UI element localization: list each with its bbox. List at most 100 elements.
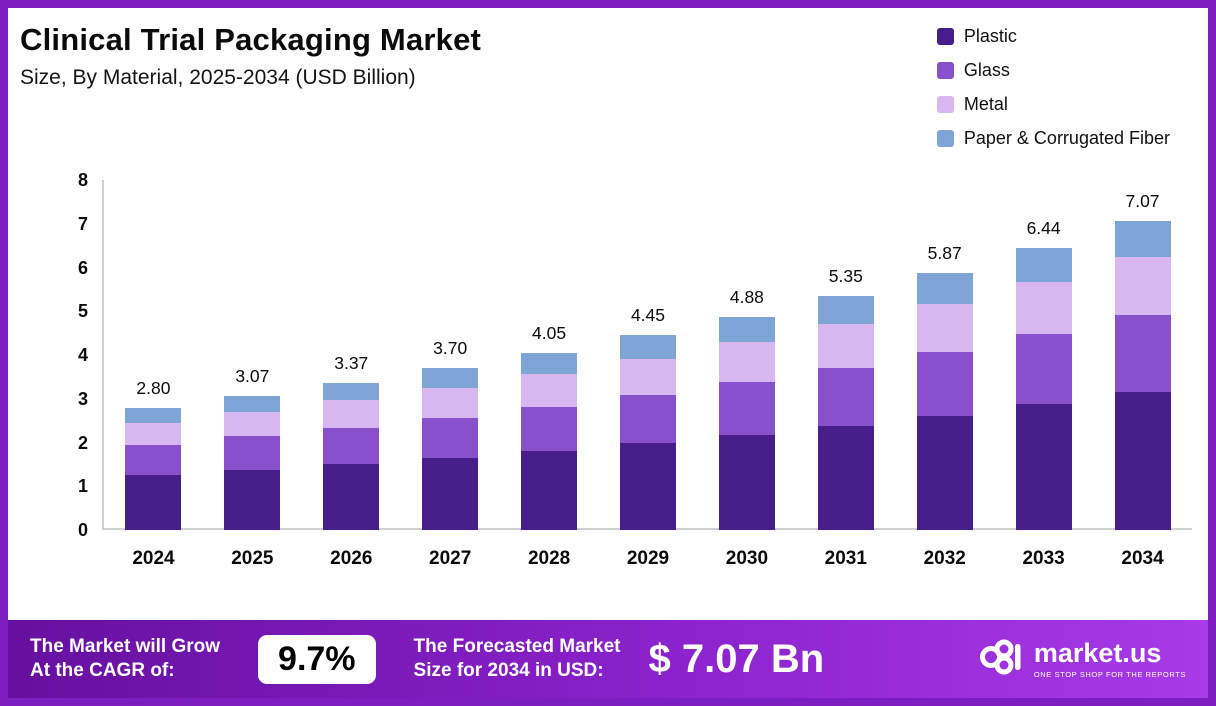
legend-swatch-icon — [936, 28, 954, 45]
bar-total-label: 5.35 — [828, 265, 863, 286]
y-axis-tick: 2 — [77, 432, 88, 453]
bar-column: 5.87 — [895, 180, 994, 530]
bar-segment-glass — [619, 394, 676, 444]
stacked-bar — [323, 382, 380, 530]
bar-column: 4.88 — [697, 180, 796, 530]
bar-segment-plastic — [422, 457, 479, 530]
stacked-bar-chart: 0 1 2 3 4 5 6 7 8 2.80 3.07 3.37 3.70 4.05 4.45 4.88 5.… — [24, 170, 1192, 570]
stacked-bar — [817, 295, 874, 530]
cagr-value: 9.7% — [278, 639, 356, 678]
bar-segment-plastic — [916, 415, 973, 530]
legend-label: Plastic — [963, 26, 1017, 46]
stacked-bar — [619, 335, 676, 530]
stacked-bar — [1114, 220, 1171, 530]
bar-segment-plastic — [619, 443, 676, 530]
bar-segment-glass — [916, 351, 973, 416]
bar-segment-plastic — [224, 470, 281, 530]
title-regular: Market — [371, 22, 482, 57]
bar-total-label: 3.07 — [235, 365, 270, 386]
legend-swatch-icon — [936, 96, 954, 113]
forecast-label: The Forecasted Market Size for 2034 in U… — [414, 635, 621, 683]
cagr-label-line1: The Market will Grow — [30, 636, 221, 658]
bar-segment-glass — [521, 407, 578, 452]
bar-segment-metal — [323, 400, 380, 428]
x-axis-label: 2026 — [330, 548, 373, 569]
forecast-label-line2: Size for 2034 in USD: — [413, 660, 604, 681]
bar-segment-metal — [619, 358, 676, 395]
y-axis: 0 1 2 3 4 5 6 7 8 — [24, 170, 102, 540]
bar-column: 3.07 — [203, 180, 302, 530]
bar-segment-metal — [125, 422, 182, 445]
y-axis-tick: 4 — [77, 345, 88, 365]
bar-segment-glass — [323, 427, 380, 465]
y-axis-tick: 3 — [77, 388, 88, 409]
x-axis-label: 2032 — [923, 548, 966, 569]
bar-total-label: 4.05 — [532, 322, 567, 343]
bar-column: 6.44 — [994, 180, 1093, 530]
brand-name: market.us — [1033, 637, 1162, 668]
bar-segment-metal — [1114, 257, 1171, 315]
x-axis-label: 2034 — [1121, 548, 1164, 569]
bar-segment-glass — [718, 381, 775, 436]
legend-label: Paper & Corrugated Fiber — [963, 128, 1170, 148]
bar-total-label: 2.80 — [136, 377, 171, 398]
stacked-bar — [718, 316, 775, 530]
title-bold: Clinical Trial Packaging — [20, 22, 372, 57]
legend-item: Plastic — [936, 26, 1170, 47]
bar-segment-plastic — [817, 425, 874, 530]
bar-column: 7.07 — [1093, 180, 1192, 530]
chart-legend: Plastic Glass Metal Paper & Corrugated Fibe… — [936, 26, 1170, 149]
forecast-value: $ 7.07 Bn — [648, 636, 825, 681]
y-axis-tick: 0 — [77, 520, 88, 540]
stacked-bar — [125, 407, 182, 530]
bar-segment-paper-corrugated-fiber — [521, 352, 578, 374]
y-axis-tick: 7 — [77, 213, 88, 234]
legend-item: Paper & Corrugated Fiber — [936, 128, 1170, 149]
bar-segment-plastic — [718, 435, 775, 530]
bar-segment-plastic — [521, 451, 578, 530]
x-axis-label: 2025 — [231, 548, 274, 569]
bar-segment-glass — [125, 444, 182, 476]
bar-segment-metal — [1015, 281, 1072, 334]
bar-column: 4.45 — [599, 180, 698, 530]
bottom-banner: The Market will Grow At the CAGR of: 9.7… — [8, 620, 1208, 698]
x-axis-label: 2027 — [429, 548, 472, 569]
legend-swatch-icon — [936, 130, 954, 147]
bar-total-label: 7.07 — [1125, 190, 1160, 211]
brand-text: market.us One Stop Shop For The Reports — [1033, 637, 1186, 679]
bar-segment-metal — [224, 412, 281, 437]
plot-area: 2.80 3.07 3.37 3.70 4.05 4.45 4.88 5.35 5.87 6.44… — [102, 180, 1192, 570]
x-axis-labels: 2024 2025 2026 2027 2028 2029 2030 2031 2032 2033… — [104, 548, 1192, 570]
bar-segment-glass — [1114, 314, 1171, 393]
x-axis-label: 2033 — [1022, 548, 1065, 569]
bar-column: 5.35 — [796, 180, 895, 530]
bar-segment-glass — [817, 367, 874, 426]
stacked-bar — [521, 352, 578, 530]
bar-segment-paper-corrugated-fiber — [224, 395, 281, 413]
cagr-value-badge: 9.7% — [258, 634, 376, 684]
bar-total-label: 3.37 — [334, 352, 369, 373]
bar-segment-metal — [422, 387, 479, 418]
chart-header: Clinical Trial Packaging Market Size, By… — [20, 22, 481, 90]
bar-segment-glass — [422, 417, 479, 458]
legend-swatch-icon — [936, 62, 954, 79]
bar-total-label: 3.70 — [433, 338, 468, 359]
bar-segment-metal — [521, 373, 578, 408]
bar-segment-plastic — [125, 475, 182, 530]
bar-segment-paper-corrugated-fiber — [718, 316, 775, 343]
stacked-bar — [422, 368, 479, 530]
legend-item: Glass — [936, 60, 1170, 81]
stacked-bar — [224, 395, 281, 530]
bar-segment-metal — [718, 342, 775, 382]
bar-segment-plastic — [1114, 392, 1171, 530]
bar-segment-metal — [817, 323, 874, 368]
bars-container: 2.80 3.07 3.37 3.70 4.05 4.45 4.88 5.35 5.87 6.44… — [102, 180, 1192, 530]
bar-segment-paper-corrugated-fiber — [125, 407, 182, 423]
x-axis-label: 2031 — [824, 548, 867, 569]
page-title: Clinical Trial Packaging Market — [20, 22, 481, 58]
bar-column: 4.05 — [500, 180, 599, 530]
y-axis-tick: 8 — [77, 170, 88, 190]
bar-segment-paper-corrugated-fiber — [619, 335, 676, 359]
stacked-bar — [916, 273, 973, 530]
